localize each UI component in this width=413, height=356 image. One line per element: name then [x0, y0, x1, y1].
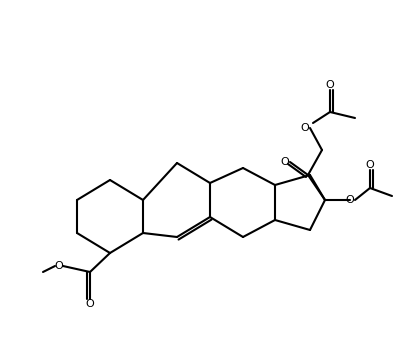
Text: O: O — [325, 80, 334, 90]
Text: O: O — [300, 123, 309, 133]
Text: O: O — [345, 195, 354, 205]
Text: O: O — [280, 157, 289, 167]
Text: O: O — [55, 261, 63, 271]
Text: O: O — [365, 160, 373, 170]
Text: O: O — [85, 299, 94, 309]
